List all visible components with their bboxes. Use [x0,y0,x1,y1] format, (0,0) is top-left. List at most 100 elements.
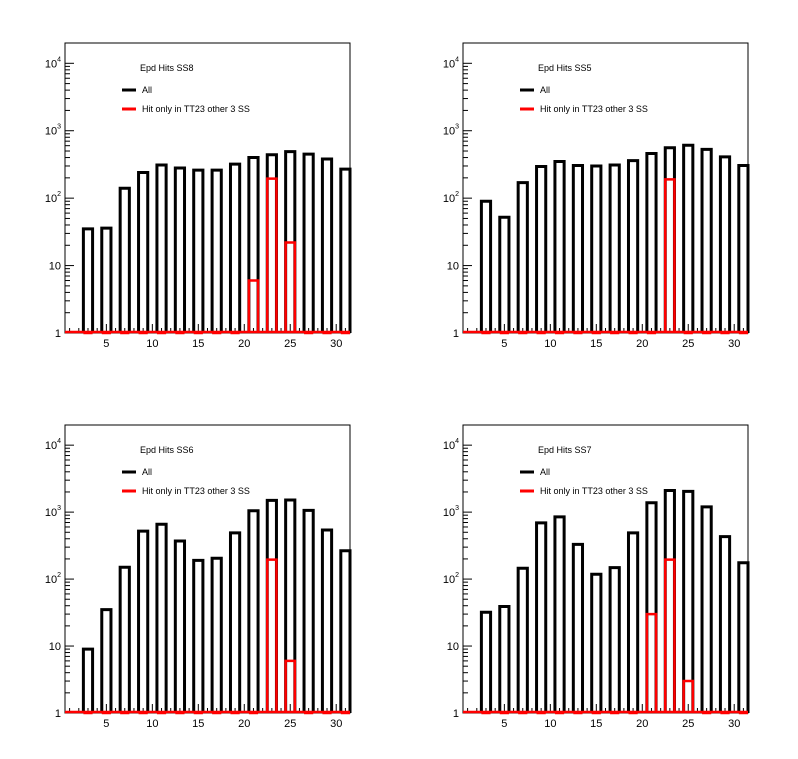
bar-all-9 [137,171,150,333]
bar-all-15 [192,168,205,333]
y-tick-label: 103 [443,505,459,519]
y-tick-label: 1 [55,328,61,340]
x-tick-label: 25 [682,718,694,730]
chart-panel-1: 1 10 102 103 104 5 10 15 20 25 30 Epd Hits SS8 All Hi… [45,42,352,350]
bar-all-7 [516,181,529,333]
bar-all-19 [228,162,242,333]
bar-all-17 [210,556,223,713]
legend-entry: Hit only in TT23 other 3 SS [540,486,648,496]
bar-all-13 [173,166,187,333]
legend-entry: All [540,467,550,477]
bar-all-23 [265,498,278,713]
chart-title: Epd Hits SS8 [140,63,194,73]
legend-entry: All [142,85,152,95]
bar-all-9 [535,164,548,333]
bar-hit-only-25 [284,659,297,713]
bar-all-29 [718,535,732,713]
x-tick-label: 30 [330,718,342,730]
chart-title: Epd Hits SS7 [538,445,592,455]
plot-frame [462,424,749,714]
y-tick-label: 102 [45,191,61,205]
y-tick-label: 102 [45,572,61,586]
y-tick-label: 1 [453,708,459,720]
bar-all-25 [682,143,695,333]
bar-all-23 [663,146,676,333]
bar-hit-only-23 [266,558,278,713]
legend-entry: Hit only in TT23 other 3 SS [142,486,250,496]
bar-all-11 [553,159,566,333]
x-tick-label: 25 [682,338,694,350]
bar-all-3 [81,227,95,333]
y-tick-label: 1 [453,328,459,340]
bar-all-31 [737,163,750,333]
bar-all-11 [155,522,168,713]
bar-all-21 [645,151,658,333]
x-tick-label: 10 [544,718,556,730]
bar-all-7 [118,186,131,333]
x-tick-label: 10 [544,338,556,350]
bar-all-31 [339,167,352,333]
bar-all-13 [571,542,585,713]
chart-panel-4: 1 10 102 103 104 5 10 15 20 25 30 Epd Hits SS7 All Hi… [443,424,750,730]
x-tick-label: 10 [146,718,158,730]
bar-all-15 [590,164,603,333]
x-tick-label: 25 [284,338,296,350]
bar-hit-only-23 [664,178,676,333]
x-tick-label: 30 [330,338,342,350]
bar-all-3 [81,647,95,713]
bar-hit-only-23 [266,177,278,333]
y-tick-label: 102 [443,191,459,205]
bar-all-13 [173,539,187,713]
y-tick-label: 104 [45,56,61,70]
bar-all-21 [247,509,260,713]
bar-all-23 [663,489,676,713]
bar-all-27 [700,505,713,713]
y-tick-label: 104 [443,56,459,70]
x-tick-label: 25 [284,718,296,730]
legend-entry: Hit only in TT23 other 3 SS [142,104,250,114]
bar-all-15 [590,572,603,713]
x-tick-label: 15 [192,718,204,730]
x-tick-label: 5 [501,718,507,730]
bar-all-21 [645,501,658,713]
y-tick-label: 10 [49,261,61,273]
plot-frame [64,424,351,714]
bar-hit-only-25 [682,679,695,713]
bar-all-25 [682,489,695,713]
chart-title: Epd Hits SS6 [140,445,194,455]
bar-all-25 [284,498,297,713]
bar-all-17 [210,168,223,333]
bar-all-5 [100,608,113,713]
chart-panel-2: 1 10 102 103 104 5 10 15 20 25 30 Epd Hits SS5 All Hi… [443,42,750,350]
bar-hit-only-21 [645,612,658,713]
y-tick-label: 104 [45,438,61,452]
x-tick-label: 5 [103,338,109,350]
bar-hit-only-21 [247,279,260,333]
x-tick-label: 20 [636,718,648,730]
bar-all-11 [553,515,566,713]
bar-all-29 [718,155,732,333]
y-tick-label: 103 [45,505,61,519]
bar-all-9 [137,529,150,713]
x-tick-label: 10 [146,338,158,350]
y-tick-label: 102 [443,572,459,586]
y-tick-label: 103 [443,124,459,138]
y-tick-label: 1 [55,708,61,720]
bar-all-5 [100,226,113,333]
bar-all-31 [339,549,352,713]
x-tick-label: 20 [238,338,250,350]
bar-all-5 [498,604,511,713]
bar-all-11 [155,163,168,333]
bar-all-17 [608,163,621,333]
chart-title: Epd Hits SS5 [538,63,592,73]
bar-all-3 [479,610,493,713]
legend-entry: Hit only in TT23 other 3 SS [540,104,648,114]
x-tick-label: 20 [238,718,250,730]
bar-all-13 [571,163,585,333]
bar-all-19 [626,531,640,713]
bar-all-23 [265,153,278,333]
bar-all-27 [700,147,713,333]
y-tick-label: 10 [447,641,459,653]
y-tick-label: 103 [45,124,61,138]
